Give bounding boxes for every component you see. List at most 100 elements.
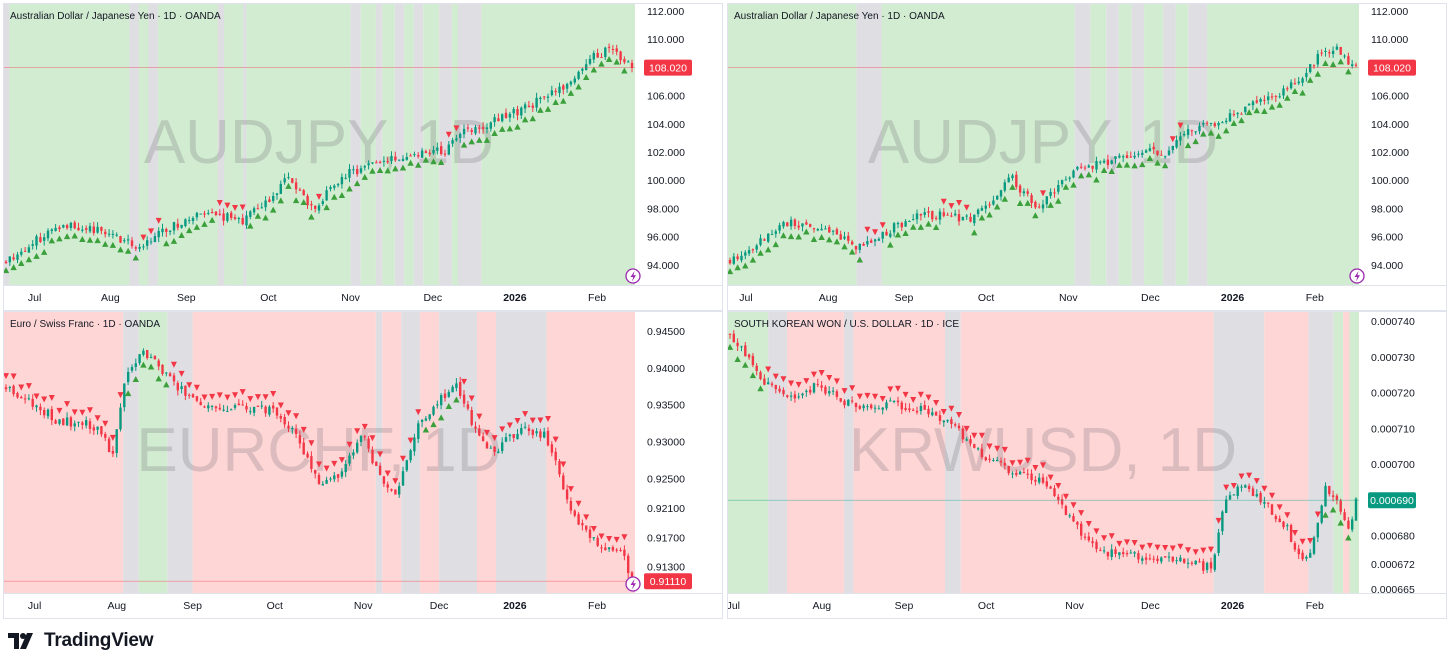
sell-triangle xyxy=(117,392,124,399)
candle-body xyxy=(298,189,302,191)
candle-body xyxy=(520,428,523,434)
candle-body xyxy=(241,404,244,406)
candle-body xyxy=(809,224,812,227)
chart-pane-eurchf[interactable]: EURCHF, 1D Euro / Swiss Franc · 1D · OAND… xyxy=(3,311,723,619)
buy-triangle xyxy=(734,356,741,363)
candle-body xyxy=(96,426,99,430)
sell-triangle xyxy=(940,409,947,416)
buy-triangle xyxy=(353,180,361,187)
candle-body xyxy=(104,434,107,438)
candle-body xyxy=(378,465,382,475)
buy-triangle xyxy=(544,105,552,112)
lightning-icon[interactable] xyxy=(1349,268,1365,284)
buy-triangle xyxy=(1245,109,1253,116)
candle-body xyxy=(763,378,766,385)
buy-triangle xyxy=(124,390,132,397)
bias-band-up xyxy=(1118,3,1132,285)
candle-body xyxy=(858,406,861,409)
sell-triangle xyxy=(849,385,856,392)
candle-body xyxy=(1351,519,1354,530)
candle-body xyxy=(843,236,846,239)
candle-body xyxy=(747,250,751,254)
price-axis: 0.94500 0.94000 0.93500 0.93000 0.92500 0.921… xyxy=(647,326,685,574)
candle-body xyxy=(199,401,202,406)
buy-triangle xyxy=(1322,511,1329,518)
candle-body xyxy=(1205,562,1209,570)
candle-body xyxy=(302,442,305,455)
sell-triangle xyxy=(86,407,93,414)
candle-body xyxy=(600,57,603,58)
candle-body xyxy=(1038,206,1041,208)
candle-body xyxy=(1133,155,1136,158)
candle-body xyxy=(493,446,496,452)
candle-body xyxy=(1286,88,1289,90)
candle-body xyxy=(1179,136,1182,141)
candle-body xyxy=(424,418,428,421)
candle-body xyxy=(161,228,164,233)
candle-body xyxy=(1034,479,1037,482)
candle-body xyxy=(520,107,523,116)
sell-triangle xyxy=(765,366,772,373)
candle-body xyxy=(436,147,439,151)
signal-triangles xyxy=(727,58,1352,275)
buy-triangle xyxy=(621,67,628,74)
chart-pane-audjpy-left[interactable]: AUDJPY, 1D Australian Dollar / Japanese Y… xyxy=(3,3,723,311)
candle-body xyxy=(96,226,99,233)
price-tick-label: 0.000720 xyxy=(1371,388,1415,400)
chart-audjpy-left[interactable]: AUDJPY, 1D Australian Dollar / Japanese Y… xyxy=(3,3,723,311)
candle-body xyxy=(1297,81,1300,84)
time-tick-label: Nov xyxy=(1059,292,1078,304)
bias-bands xyxy=(3,3,635,285)
candle-body xyxy=(973,214,976,224)
price-tick-label: 0.93000 xyxy=(647,437,685,449)
buy-triangle xyxy=(1337,519,1344,526)
buy-triangle xyxy=(1337,58,1344,65)
lightning-icon[interactable] xyxy=(625,576,641,592)
candle-body xyxy=(931,211,934,220)
candle-body xyxy=(1183,558,1186,563)
candle-body xyxy=(585,64,588,70)
candle-body xyxy=(222,213,225,221)
candle-body xyxy=(539,97,542,100)
sell-triangle xyxy=(925,394,932,401)
candle-body xyxy=(797,225,800,228)
sell-triangle xyxy=(810,371,817,378)
candle-body xyxy=(1045,196,1048,205)
buy-triangle xyxy=(1131,162,1138,169)
lightning-icon[interactable] xyxy=(625,268,641,284)
chart-pane-audjpy-right[interactable]: AUDJPY, 1D Australian Dollar / Japanese Y… xyxy=(727,3,1447,311)
buy-triangle xyxy=(140,361,147,368)
sell-triangle xyxy=(1116,540,1123,547)
candle-body xyxy=(1057,185,1060,192)
candle-body xyxy=(588,58,592,64)
candle-body xyxy=(420,150,424,158)
candle-body xyxy=(130,367,134,371)
sell-triangle xyxy=(1162,544,1169,551)
candle-body xyxy=(1347,520,1350,529)
tradingview-brand-label: TradingView xyxy=(44,630,154,651)
signal-triangles xyxy=(727,343,1352,556)
candle-body xyxy=(1251,101,1255,106)
candle-body xyxy=(1072,170,1075,178)
candle-body xyxy=(744,252,747,256)
candle-body xyxy=(1209,123,1213,124)
sell-triangle xyxy=(1276,504,1283,511)
candle-body xyxy=(428,414,431,420)
bias-band-neutral xyxy=(1308,311,1334,593)
sell-triangle xyxy=(33,393,40,400)
candle-body xyxy=(409,450,412,461)
buy-triangle xyxy=(33,252,40,259)
time-axis-background xyxy=(3,593,723,619)
sell-triangle xyxy=(948,203,955,210)
candle-body xyxy=(111,450,115,454)
buy-triangle xyxy=(193,223,201,230)
chart-pane-krwusd[interactable]: KRWUSD, 1D SOUTH KOREAN WON / U.S. DOLLAR… xyxy=(727,311,1447,619)
candle-body xyxy=(43,237,46,241)
sell-triangle xyxy=(239,389,246,396)
last-price-label: 0.000690 xyxy=(1370,495,1414,507)
candle-body xyxy=(1282,88,1285,96)
time-axis: Jul Aug Sep Oct Nov Dec 2026 Feb xyxy=(727,600,1324,612)
